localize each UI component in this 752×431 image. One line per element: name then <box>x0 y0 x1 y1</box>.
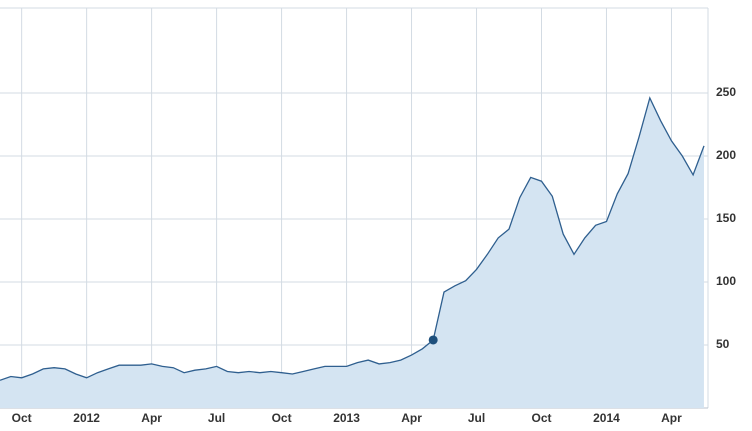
x-tick-label: Apr <box>401 411 422 425</box>
x-tick-label: Apr <box>141 411 162 425</box>
y-tick-label: 50 <box>716 337 730 351</box>
x-tick-label: Oct <box>531 411 551 425</box>
x-tick-label: Oct <box>12 411 32 425</box>
line <box>0 96 705 381</box>
area-fill <box>0 98 704 408</box>
x-tick-label: Apr <box>661 411 682 425</box>
y-tick-label: 150 <box>716 211 736 225</box>
highlight-point <box>428 335 438 345</box>
x-tick-label: 2013 <box>333 411 360 425</box>
y-tick-label: 250 <box>716 85 736 99</box>
y-tick-label: 100 <box>716 274 736 288</box>
x-tick-label: Jul <box>208 411 225 425</box>
y-tick-label: 200 <box>716 148 736 162</box>
x-tick-label: Jul <box>468 411 485 425</box>
x-tick-label: Oct <box>272 411 292 425</box>
x-tick-label: 2014 <box>593 411 620 425</box>
x-tick-label: 2012 <box>73 411 100 425</box>
